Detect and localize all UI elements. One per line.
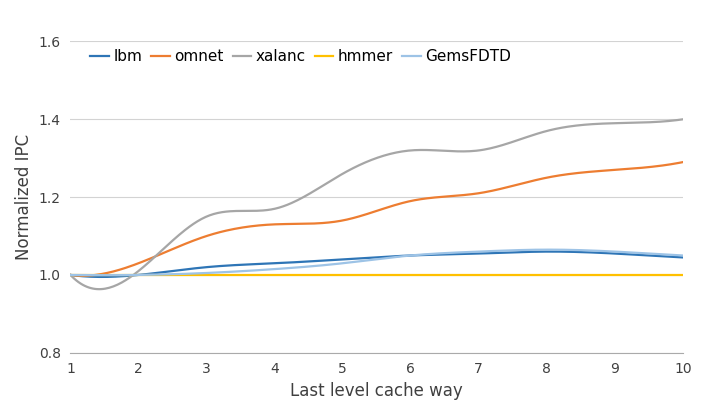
xalanc — [623, 120, 631, 125]
omnet — [68, 273, 77, 278]
X-axis label: Last level cache way: Last level cache way — [290, 382, 463, 400]
hmmer — [498, 273, 507, 278]
xalanc — [95, 287, 103, 292]
hmmer — [679, 273, 687, 278]
xalanc — [443, 149, 451, 154]
lbm — [66, 273, 75, 278]
lbm — [625, 252, 634, 257]
GemsFDTD — [443, 251, 451, 256]
GemsFDTD — [66, 273, 75, 278]
xalanc — [433, 148, 441, 153]
Y-axis label: Normalized IPC: Normalized IPC — [15, 134, 33, 260]
Line: omnet: omnet — [70, 162, 683, 276]
hmmer — [586, 273, 595, 278]
xalanc — [68, 274, 77, 279]
Line: xalanc: xalanc — [70, 120, 683, 289]
GemsFDTD — [546, 247, 554, 252]
omnet — [443, 194, 451, 199]
GemsFDTD — [431, 251, 439, 256]
Line: GemsFDTD: GemsFDTD — [70, 250, 683, 275]
hmmer — [66, 273, 75, 278]
Line: lbm: lbm — [70, 251, 683, 277]
omnet — [66, 273, 75, 278]
omnet — [679, 160, 687, 165]
omnet — [431, 195, 439, 200]
lbm — [586, 250, 595, 255]
lbm — [431, 252, 439, 257]
xalanc — [66, 273, 75, 278]
GemsFDTD — [625, 250, 634, 255]
omnet — [623, 166, 631, 171]
lbm — [443, 252, 451, 257]
GemsFDTD — [68, 273, 77, 278]
omnet — [584, 169, 593, 174]
lbm — [548, 249, 556, 254]
GemsFDTD — [679, 253, 687, 258]
omnet — [433, 195, 441, 200]
GemsFDTD — [586, 248, 595, 253]
hmmer — [443, 273, 451, 278]
GemsFDTD — [433, 251, 441, 256]
xalanc — [431, 148, 439, 153]
lbm — [679, 255, 687, 260]
lbm — [433, 252, 441, 257]
lbm — [97, 274, 106, 279]
hmmer — [265, 272, 273, 277]
xalanc — [584, 122, 593, 127]
GemsFDTD — [101, 273, 109, 278]
omnet — [78, 273, 87, 278]
hmmer — [68, 273, 77, 278]
xalanc — [679, 117, 687, 122]
hmmer — [433, 273, 441, 278]
hmmer — [431, 273, 439, 278]
hmmer — [625, 272, 634, 277]
Legend: lbm, omnet, xalanc, hmmer, GemsFDTD: lbm, omnet, xalanc, hmmer, GemsFDTD — [90, 49, 511, 64]
lbm — [68, 273, 77, 278]
